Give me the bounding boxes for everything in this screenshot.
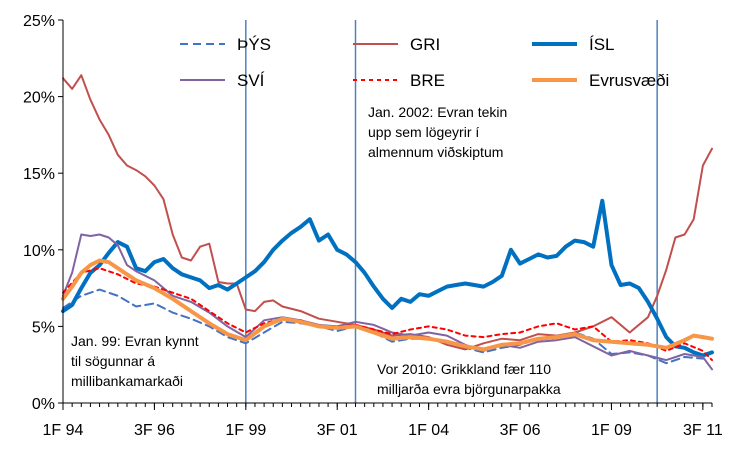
x-tick-label: 3F 06 — [500, 422, 541, 439]
x-tick-label: 1F 94 — [43, 422, 84, 439]
y-tick-label: 20% — [23, 90, 55, 107]
x-tick-label: 1F 04 — [408, 422, 449, 439]
x-tick-label: 3F 96 — [134, 422, 175, 439]
annotation-line: Vor 2010: Grikkland fær 110 — [377, 361, 551, 377]
annotation-line: almennum viðskiptum — [368, 144, 503, 160]
y-tick-label: 10% — [23, 243, 55, 260]
legend: ÞÝS GRI ÍSL SVÍ BRE Evrusvæði — [180, 35, 669, 90]
series-lines — [61, 74, 714, 371]
annotation-euro-start: Jan. 99: Evran kynnt til sögunnar á millib… — [71, 333, 199, 389]
annotation-line: millibankamarkaði — [71, 373, 183, 389]
series-line-gri — [62, 74, 713, 351]
x-tick-label: 1F 99 — [225, 422, 266, 439]
y-tick-label: 0% — [32, 396, 55, 413]
annotations: Jan. 2002: Evran tekin upp sem lögeyrir í… — [71, 104, 561, 397]
axes: 0% 5% 10% 15% 20% 25% 1F 94 3F 96 1F 99 3F 01 1F 0… — [23, 13, 723, 439]
series-line-evrusv-i — [61, 258, 714, 352]
annotation-euro-cash: Jan. 2002: Evran tekin upp sem lögeyrir í… — [368, 104, 507, 160]
x-tick-label: 3F 11 — [683, 422, 723, 439]
legend-label-y-s: ÞÝS — [237, 35, 271, 54]
y-tick-label: 15% — [23, 166, 55, 183]
annotation-line: Jan. 2002: Evran tekin — [368, 104, 507, 120]
series-line-i-sl — [61, 198, 714, 358]
series-line-svi — [62, 233, 713, 371]
annotation-line: Jan. 99: Evran kynnt — [71, 333, 199, 349]
legend-label-svi: SVÍ — [237, 71, 265, 90]
legend-label-gri: GRI — [410, 35, 440, 54]
annotation-line: til sögunnar á — [71, 353, 155, 369]
x-tick-label: 1F 09 — [591, 422, 632, 439]
annotation-greece: Vor 2010: Grikkland fær 110 milljarða evr… — [377, 361, 561, 397]
legend-label-evrusv-i: Evrusvæði — [589, 71, 669, 90]
y-tick-label: 25% — [23, 13, 55, 30]
annotation-line: upp sem lögeyrir í — [368, 124, 479, 140]
y-tick-label: 5% — [32, 319, 55, 336]
annotation-line: milljarða evra björgunarpakka — [377, 381, 561, 397]
legend-label-i-sl: ÍSL — [589, 35, 615, 54]
legend-label-bre: BRE — [410, 71, 445, 90]
x-tick-label: 3F 01 — [317, 422, 358, 439]
